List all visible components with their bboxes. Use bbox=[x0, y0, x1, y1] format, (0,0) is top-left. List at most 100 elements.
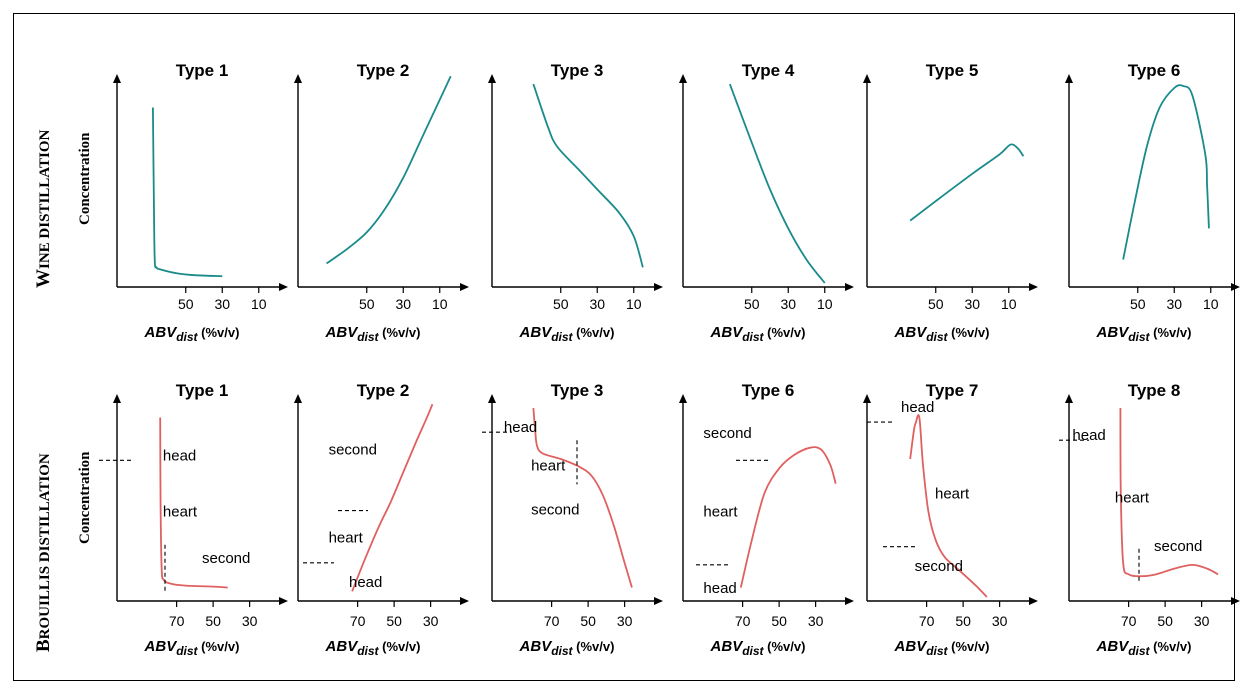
fraction-annotation: head bbox=[349, 574, 382, 591]
x-tick-label: 70 bbox=[735, 613, 751, 629]
x-tick-label: 50 bbox=[386, 613, 402, 629]
chart-title: Type 6 bbox=[1128, 61, 1181, 80]
y-axis-label: Concentration bbox=[77, 451, 93, 544]
series-line bbox=[351, 403, 434, 592]
x-tick-label: 30 bbox=[780, 296, 796, 312]
x-axis-label: ABVdist (%v/v) bbox=[894, 638, 990, 658]
chart-title: Type 3 bbox=[551, 381, 604, 400]
y-axis-arrow bbox=[113, 74, 121, 83]
y-axis-arrow bbox=[863, 394, 871, 403]
series-line bbox=[532, 83, 644, 268]
x-axis-label: ABVdist (%v/v) bbox=[710, 638, 806, 658]
x-tick-label: 10 bbox=[1203, 296, 1219, 312]
fraction-annotation: second bbox=[915, 558, 963, 575]
chart-title: Type 5 bbox=[926, 61, 979, 80]
x-axis-arrow bbox=[279, 597, 288, 605]
x-tick-label: 70 bbox=[169, 613, 185, 629]
x-axis-arrow bbox=[1231, 597, 1240, 605]
x-tick-label: 30 bbox=[617, 613, 633, 629]
fraction-annotation: head bbox=[504, 419, 537, 436]
x-tick-label: 30 bbox=[992, 613, 1008, 629]
x-axis-label: ABVdist (%v/v) bbox=[519, 324, 615, 344]
x-tick-label: 50 bbox=[359, 296, 375, 312]
y-axis-arrow bbox=[488, 74, 496, 83]
y-axis-arrow bbox=[679, 74, 687, 83]
series-line bbox=[1122, 84, 1210, 260]
chart-panel: Type 5 50 30 10 ABVdist (%v/v) bbox=[863, 61, 1038, 344]
fraction-annotation: head bbox=[1072, 427, 1105, 444]
x-axis-label: ABVdist (%v/v) bbox=[710, 324, 806, 344]
chart-title: Type 1 bbox=[176, 381, 229, 400]
fraction-annotation: second bbox=[329, 441, 377, 458]
fraction-annotation: second bbox=[1154, 538, 1202, 555]
x-tick-label: 10 bbox=[1001, 296, 1017, 312]
chart-title: Type 3 bbox=[551, 61, 604, 80]
x-tick-label: 30 bbox=[964, 296, 980, 312]
chart-panel: Type 2 50 30 10 ABVdist (%v/v) bbox=[294, 61, 469, 344]
y-axis-arrow bbox=[1065, 74, 1073, 83]
x-tick-label: 50 bbox=[580, 613, 596, 629]
x-axis-label: ABVdist (%v/v) bbox=[519, 638, 615, 658]
x-tick-label: 30 bbox=[214, 296, 230, 312]
fraction-annotation: heart bbox=[329, 530, 364, 547]
fraction-annotation: head bbox=[901, 399, 934, 416]
x-tick-label: 50 bbox=[771, 613, 787, 629]
x-axis-arrow bbox=[654, 597, 663, 605]
x-tick-label: 10 bbox=[817, 296, 833, 312]
x-tick-label: 10 bbox=[432, 296, 448, 312]
x-axis-arrow bbox=[845, 283, 854, 291]
chart-title: Type 2 bbox=[357, 381, 410, 400]
row-label: BROUILLIS DISTILLATION bbox=[33, 453, 54, 652]
fraction-annotation: heart bbox=[703, 504, 738, 521]
series-line bbox=[739, 446, 837, 588]
x-axis-label: ABVdist (%v/v) bbox=[325, 638, 421, 658]
x-axis-arrow bbox=[654, 283, 663, 291]
fraction-annotation: heart bbox=[1115, 490, 1150, 507]
fraction-annotation: heart bbox=[935, 485, 970, 502]
x-axis-arrow bbox=[845, 597, 854, 605]
series-line bbox=[326, 75, 452, 265]
fraction-annotation: head bbox=[703, 580, 736, 597]
x-axis-label: ABVdist (%v/v) bbox=[325, 324, 421, 344]
x-axis-label: ABVdist (%v/v) bbox=[1096, 638, 1192, 658]
x-tick-label: 50 bbox=[178, 296, 194, 312]
fraction-annotation: heart bbox=[163, 504, 198, 521]
y-axis-arrow bbox=[1065, 394, 1073, 403]
fraction-annotation: head bbox=[163, 447, 196, 464]
y-axis-label: Concentration bbox=[77, 132, 93, 225]
x-axis-arrow bbox=[460, 283, 469, 291]
x-tick-label: 10 bbox=[251, 296, 267, 312]
series-line bbox=[909, 414, 988, 598]
x-tick-label: 50 bbox=[744, 296, 760, 312]
x-axis-label: ABVdist (%v/v) bbox=[144, 324, 240, 344]
y-axis-arrow bbox=[488, 394, 496, 403]
fraction-annotation: second bbox=[202, 550, 250, 567]
chart-panel: Type 6 50 30 10 ABVdist (%v/v) bbox=[1065, 61, 1240, 344]
x-axis-arrow bbox=[279, 283, 288, 291]
y-axis-arrow bbox=[294, 394, 302, 403]
y-axis-arrow bbox=[294, 74, 302, 83]
x-tick-label: 30 bbox=[423, 613, 439, 629]
x-tick-label: 50 bbox=[955, 613, 971, 629]
chart-title: Type 7 bbox=[926, 381, 979, 400]
chart-title: Type 2 bbox=[357, 61, 410, 80]
chart-panel: Type 4 50 30 10 ABVdist (%v/v) bbox=[679, 61, 854, 344]
x-axis-label: ABVdist (%v/v) bbox=[894, 324, 990, 344]
chart-title: Type 4 bbox=[742, 61, 795, 80]
figure-frame bbox=[13, 13, 1235, 681]
row-label: WINE DISTILLATION bbox=[33, 129, 54, 288]
chart-panel: Type 1 50 30 10 ABVdist (%v/v) bbox=[113, 61, 288, 344]
x-tick-label: 50 bbox=[1130, 296, 1146, 312]
x-axis-label: ABVdist (%v/v) bbox=[1096, 324, 1192, 344]
y-axis-arrow bbox=[679, 394, 687, 403]
x-axis-label: ABVdist (%v/v) bbox=[144, 638, 240, 658]
series-line bbox=[532, 407, 633, 588]
x-tick-label: 30 bbox=[1166, 296, 1182, 312]
x-tick-label: 30 bbox=[808, 613, 824, 629]
